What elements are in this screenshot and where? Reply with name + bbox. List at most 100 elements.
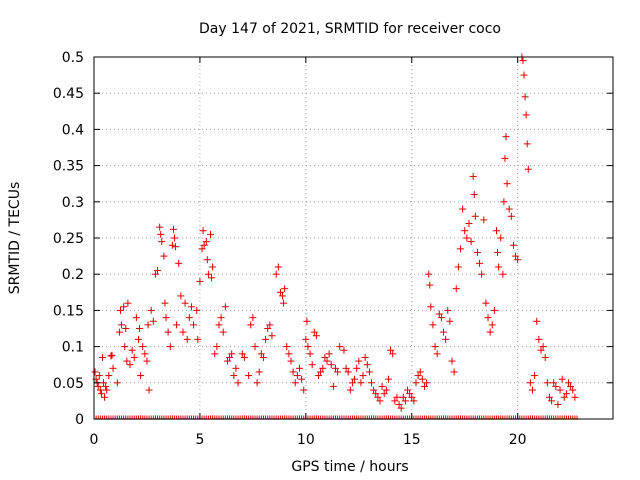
data-point <box>519 57 527 65</box>
data-point <box>116 306 124 314</box>
data-point <box>378 382 386 390</box>
data-point <box>143 357 151 365</box>
data-point <box>181 299 189 307</box>
data-point <box>325 350 333 358</box>
data-point <box>423 379 431 387</box>
y-tick-label: 0.45 <box>53 86 84 102</box>
data-point <box>435 310 443 318</box>
data-point <box>247 321 255 329</box>
data-point <box>550 379 558 387</box>
data-point <box>308 361 316 369</box>
y-axis-label: SRMTID / TECUs <box>7 182 23 295</box>
data-point <box>204 270 212 278</box>
data-point <box>503 180 511 188</box>
data-point <box>123 357 131 365</box>
data-point <box>526 379 534 387</box>
data-point <box>219 328 227 336</box>
data-point <box>293 372 301 380</box>
data-point <box>494 248 502 256</box>
data-point <box>431 343 439 351</box>
data-point <box>187 303 195 311</box>
data-point <box>450 368 458 376</box>
data-point <box>471 212 479 220</box>
y-axis-ticks: 0 0.05 0.1 0.15 0.2 0.25 0.3 0.35 0.4 0.45 0.5 <box>53 50 613 428</box>
data-point <box>126 361 134 369</box>
data-point <box>118 321 126 329</box>
data-point <box>272 270 280 278</box>
data-point <box>310 328 318 336</box>
data-point <box>348 379 356 387</box>
data-point <box>384 375 392 383</box>
data-point <box>230 372 238 380</box>
data-point <box>91 368 99 376</box>
data-point <box>321 353 329 361</box>
data-point <box>545 393 553 401</box>
data-point <box>376 397 384 405</box>
data-point <box>502 133 510 141</box>
data-point <box>382 386 390 394</box>
data-point <box>209 263 217 271</box>
data-point <box>281 285 289 293</box>
data-point <box>95 372 103 380</box>
data-point <box>492 227 500 235</box>
data-point <box>446 317 454 325</box>
data-point <box>429 321 437 329</box>
data-point <box>414 372 422 380</box>
data-point <box>102 382 110 390</box>
data-point <box>505 205 513 213</box>
data-point <box>473 248 481 256</box>
data-point <box>109 364 117 372</box>
data-point <box>552 382 560 390</box>
data-point <box>500 198 508 206</box>
data-point <box>151 270 159 278</box>
data-point <box>283 343 291 351</box>
data-point <box>543 379 551 387</box>
data-point <box>124 299 132 307</box>
data-point <box>158 238 166 246</box>
y-tick-label: 0.3 <box>62 195 84 211</box>
data-point <box>198 245 206 253</box>
data-point <box>427 303 435 311</box>
data-point <box>480 216 488 224</box>
data-point <box>251 343 259 351</box>
data-point <box>393 393 401 401</box>
x-axis-label: GPS time / hours <box>291 459 408 475</box>
data-point <box>132 314 140 322</box>
data-point <box>136 325 144 332</box>
data-point <box>541 353 549 361</box>
data-point <box>499 270 507 278</box>
data-point <box>372 390 380 398</box>
data-point <box>103 386 111 394</box>
data-point <box>130 353 138 361</box>
data-point <box>452 285 460 293</box>
data-point <box>100 379 108 387</box>
data-point <box>257 350 265 358</box>
data-point <box>200 241 208 249</box>
data-point <box>162 314 170 322</box>
data-point <box>459 205 467 213</box>
data-point <box>507 212 515 220</box>
data-point <box>391 397 399 405</box>
data-point <box>238 350 246 358</box>
data-point <box>359 372 367 380</box>
data-point <box>96 386 104 394</box>
data-point <box>380 390 388 398</box>
data-point <box>289 368 297 376</box>
data-point <box>521 93 529 101</box>
data-point <box>203 256 211 264</box>
data-point <box>351 375 359 383</box>
data-point <box>401 397 409 405</box>
data-point <box>245 372 253 380</box>
data-point <box>520 71 528 79</box>
data-point <box>556 386 564 394</box>
data-point <box>115 328 123 336</box>
data-point <box>410 397 418 405</box>
data-point <box>535 335 543 343</box>
data-point <box>408 393 416 401</box>
data-point <box>166 343 174 351</box>
data-point <box>317 368 325 376</box>
data-point <box>433 350 441 358</box>
data-point <box>287 357 295 365</box>
chart-title: Day 147 of 2021, SRMTID for receiver coc… <box>199 21 501 37</box>
